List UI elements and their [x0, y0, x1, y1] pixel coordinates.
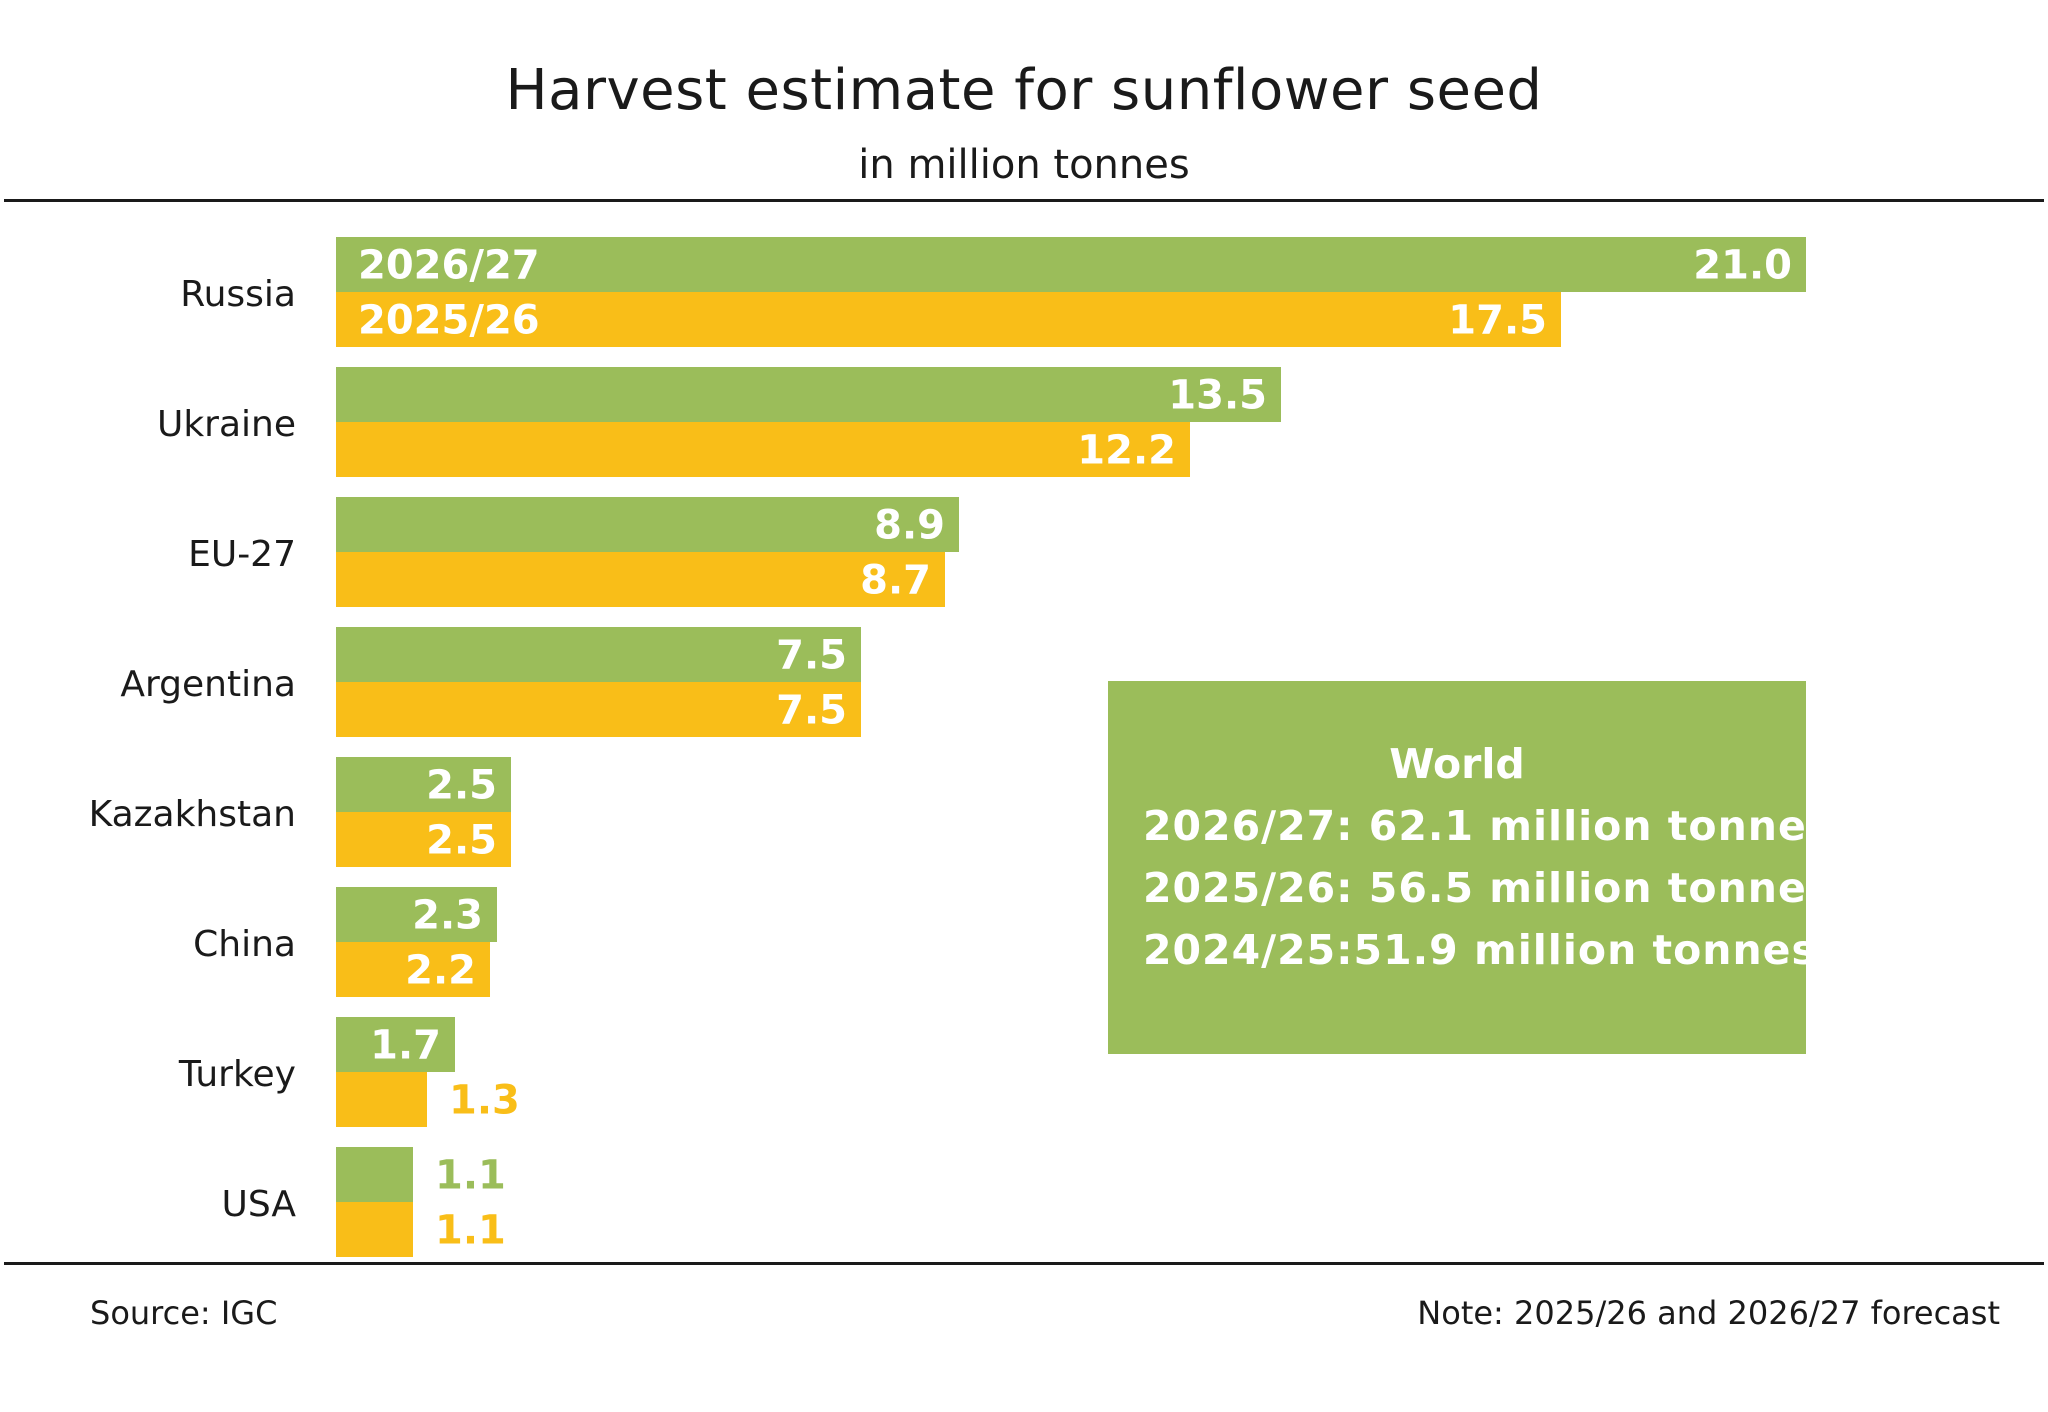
category-label-argentina: Argentina [120, 664, 296, 705]
forecast-note: Note: 2025/26 and 2026/27 forecast [1417, 1294, 2000, 1332]
bar-russia-2026-27 [336, 237, 1806, 292]
bar-usa-2025-26 [336, 1202, 413, 1257]
data-label-ukraine-2026-27: 13.5 [1168, 373, 1267, 419]
bar-turkey-2026-27 [336, 1017, 455, 1072]
data-label-turkey-2026-27: 1.7 [370, 1023, 441, 1069]
bar-china-2026-27 [336, 887, 497, 942]
bar-turkey-2025-26 [336, 1072, 427, 1127]
data-label-turkey-2025-26: 1.3 [449, 1078, 520, 1124]
data-label-ukraine-2025-26: 12.2 [1077, 428, 1176, 474]
bar-eu-27-2025-26 [336, 552, 945, 607]
data-label-kazakhstan-2025-26: 2.5 [426, 818, 497, 864]
top-divider [4, 199, 2044, 202]
category-label-china: China [193, 924, 296, 965]
category-label-kazakhstan: Kazakhstan [89, 794, 296, 835]
data-label-kazakhstan-2026-27: 2.5 [426, 763, 497, 809]
bar-kazakhstan-2026-27 [336, 757, 511, 812]
bar-russia-2025-26 [336, 292, 1561, 347]
bar-china-2025-26 [336, 942, 490, 997]
bar-ukraine-2026-27 [336, 367, 1281, 422]
category-label-russia: Russia [180, 274, 296, 315]
world-summary-box: World 2026/27: 62.1 million tonnes 2025/… [1108, 681, 1833, 1054]
bottom-divider [4, 1262, 2044, 1265]
world-summary-line: 2026/27: 62.1 million tonnes [1143, 802, 1833, 850]
data-label-argentina-2025-26: 7.5 [776, 688, 847, 734]
data-label-usa-2025-26: 1.1 [435, 1208, 506, 1254]
data-label-china-2026-27: 2.3 [412, 893, 483, 939]
data-label-eu-27-2026-27: 8.9 [874, 503, 945, 549]
bar-kazakhstan-2025-26 [336, 812, 511, 867]
data-label-china-2025-26: 2.2 [405, 948, 476, 994]
world-summary-title: World [1389, 740, 1525, 788]
bar-ukraine-2025-26 [336, 422, 1190, 477]
bar-eu-27-2026-27 [336, 497, 959, 552]
series-label-2025-26: 2025/26 [358, 298, 540, 344]
bar-usa-2026-27 [336, 1147, 413, 1202]
data-label-argentina-2026-27: 7.5 [776, 633, 847, 679]
data-label-russia-2025-26: 17.5 [1448, 298, 1547, 344]
chart-subtitle: in million tonnes [858, 142, 1190, 188]
data-label-usa-2026-27: 1.1 [435, 1153, 506, 1199]
category-label-usa: USA [222, 1184, 297, 1225]
bar-argentina-2026-27 [336, 627, 861, 682]
data-label-eu-27-2025-26: 8.7 [860, 558, 931, 604]
chart-title: Harvest estimate for sunflower seed [505, 58, 1543, 123]
category-label-ukraine: Ukraine [157, 404, 296, 445]
source-note: Source: IGC [90, 1294, 278, 1332]
category-label-turkey: Turkey [178, 1054, 296, 1095]
world-summary-line: 2024/25:51.9 million tonnes [1143, 926, 1817, 974]
series-label-2026-27: 2026/27 [358, 243, 540, 289]
world-summary-line: 2025/26: 56.5 million tonnes [1143, 864, 1833, 912]
bar-argentina-2025-26 [336, 682, 861, 737]
category-label-eu-27: EU-27 [188, 534, 296, 575]
data-label-russia-2026-27: 21.0 [1693, 243, 1792, 289]
